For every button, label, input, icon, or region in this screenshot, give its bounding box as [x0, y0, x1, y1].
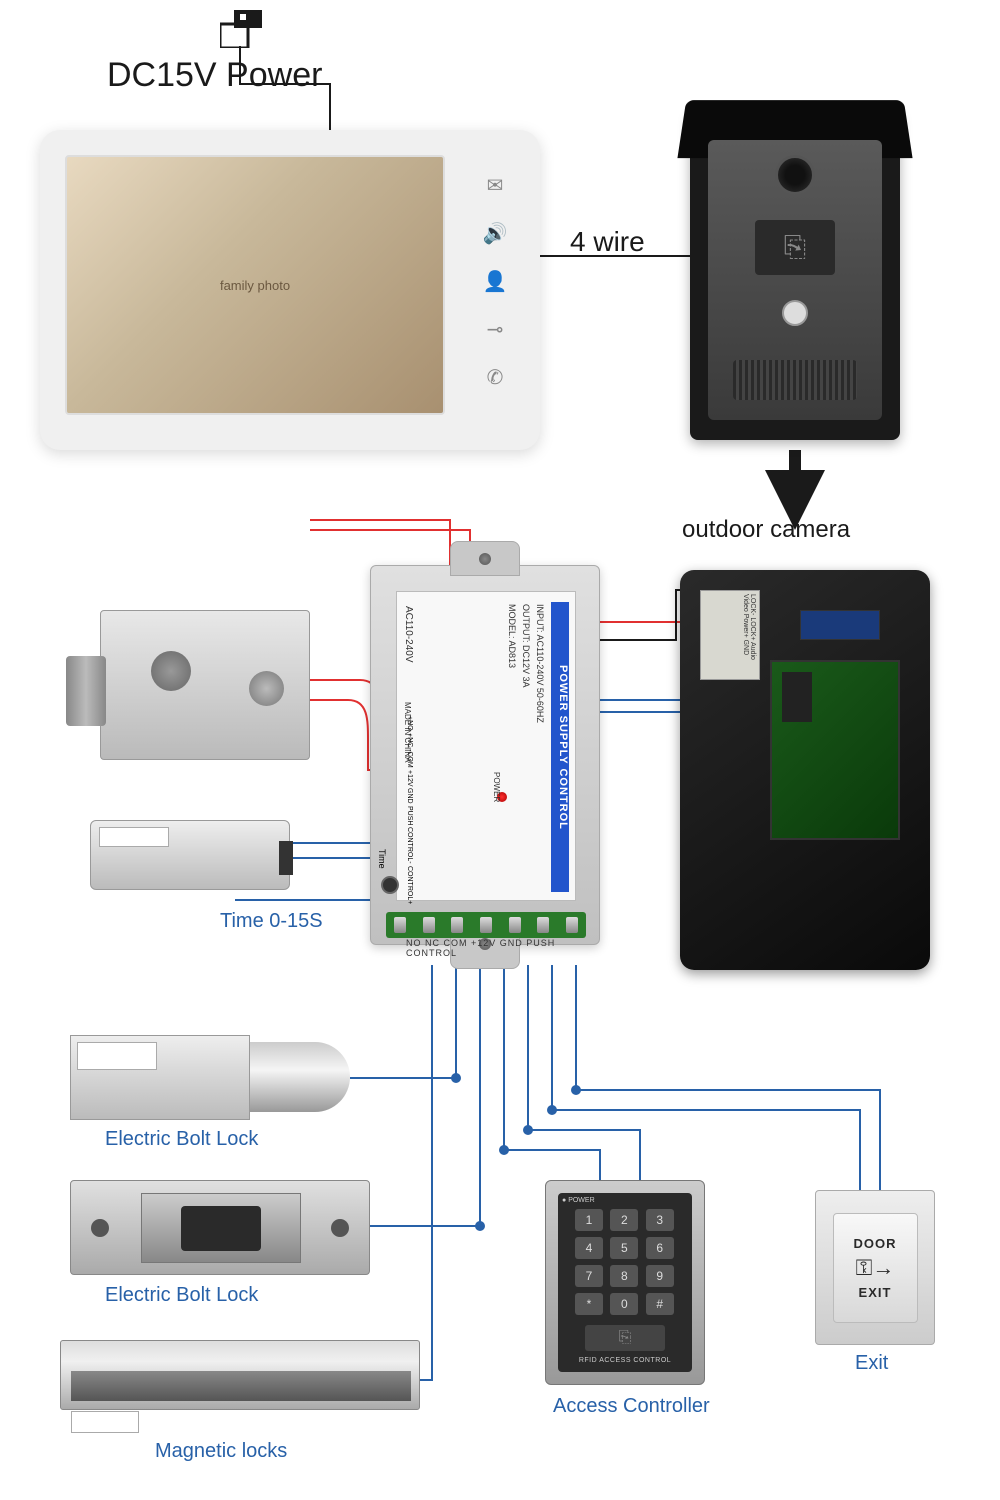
outdoor-camera-back: LOCK- LOCK+ Audio Video Power+ GND: [680, 570, 930, 970]
psu-terminal-labels: NO NC COM +12V GND PUSH CONTROL: [406, 938, 599, 958]
lock-controller-box: [90, 820, 290, 890]
access-label: Access Controller: [553, 1395, 710, 1418]
electric-rim-lock: [100, 610, 310, 760]
keypad-key-0[interactable]: 0: [610, 1293, 638, 1315]
keypad-key-2[interactable]: 2: [610, 1209, 638, 1231]
speaker-grille-icon: [733, 360, 857, 400]
exit-label: Exit: [855, 1352, 888, 1375]
psu-panel: POWER SUPPLY CONTROL INPUT: AC110-240V 5…: [396, 591, 576, 901]
keypad-key-1[interactable]: 1: [575, 1209, 603, 1231]
keypad-key-9[interactable]: 9: [646, 1265, 674, 1287]
phone-icon[interactable]: ✆: [475, 362, 515, 392]
time-label: Time 0-15S: [220, 910, 323, 933]
keypad-key-5[interactable]: 5: [610, 1237, 638, 1259]
keypad-key-3[interactable]: 3: [646, 1209, 674, 1231]
lock-knob-icon: [249, 671, 284, 706]
psu-model-text: MODEL: AD813: [507, 604, 517, 668]
keypad-footer: RFID ACCESS CONTROL: [579, 1357, 671, 1364]
time-dial-label: Time: [377, 849, 387, 869]
psu-side-text: AC110-240V: [403, 606, 414, 663]
lock-barrel: [66, 656, 106, 726]
speaker-icon[interactable]: 🔊: [475, 218, 515, 248]
time-dial[interactable]: [381, 876, 399, 894]
keypad-key-6[interactable]: 6: [646, 1237, 674, 1259]
camera-lens-icon: [775, 155, 815, 195]
psu-terminal-block[interactable]: [386, 912, 586, 938]
mount-hole-icon: [91, 1219, 109, 1237]
outdoor-camera-front: ⎘: [690, 110, 900, 440]
keypad-key-8[interactable]: 8: [610, 1265, 638, 1287]
access-controller-keypad: ● POWER 123 456 789 * 0 # ⎘ RFID ACCESS CONTR…: [545, 1180, 705, 1385]
power-adapter-icon: [220, 10, 262, 48]
keypad-key-#[interactable]: #: [646, 1293, 674, 1315]
key-icon: ⚿→: [856, 1255, 895, 1281]
keypad-key-7[interactable]: 7: [575, 1265, 603, 1287]
bolt-cylinder: [250, 1042, 350, 1112]
camera-face: ⎘: [708, 140, 882, 420]
camera-pin-label: LOCK- LOCK+ Audio Video Power+ GND: [700, 590, 760, 680]
call-button[interactable]: [782, 300, 808, 326]
keypad-grid: 123 456 789 * 0 #: [575, 1209, 675, 1315]
mount-hole-icon: [331, 1219, 349, 1237]
monitor-screen: family photo: [65, 155, 445, 415]
psu-input-text: INPUT: AC110-240V 50-60HZ: [535, 604, 545, 723]
unlock-icon[interactable]: ⊸: [475, 314, 515, 344]
camera-dip-switch[interactable]: [800, 610, 880, 640]
electric-strike-lock: [70, 1180, 370, 1275]
keypad-power-led: ● POWER: [562, 1197, 595, 1204]
mail-icon[interactable]: ✉: [475, 170, 515, 200]
keypad-key-4[interactable]: 4: [575, 1237, 603, 1259]
serial-label: [99, 827, 169, 847]
power-led-label: POWER: [492, 772, 501, 802]
psu-mount-tab: [450, 541, 520, 576]
camera-pcb: [770, 660, 900, 840]
exit-button[interactable]: DOOR ⚿→ EXIT: [833, 1213, 918, 1323]
exit-top-text: DOOR: [854, 1236, 897, 1251]
product-tag: [77, 1042, 157, 1070]
magnetic-lock: [60, 1340, 420, 1410]
keypad-key-*[interactable]: *: [575, 1293, 603, 1315]
power-label: DC15V Power: [107, 56, 322, 95]
psu-output-text: OUTPUT: DC12V 3A: [521, 604, 531, 688]
magnet-bar: [71, 1371, 411, 1401]
psu-title: POWER SUPPLY CONTROL: [551, 602, 569, 892]
exit-bottom-text: EXIT: [859, 1285, 892, 1300]
lock-cylinder-icon: [151, 651, 191, 691]
psu-vertical-terminal-labels: +NO+NC-COM+12VGNDPUSHCONTROL-CONTROL+: [406, 716, 413, 904]
indoor-monitor: family photo ✉ 🔊 👤 ⊸ ✆: [40, 130, 540, 450]
rfid-card-icon[interactable]: ⎘: [755, 220, 835, 275]
user-icon[interactable]: 👤: [475, 266, 515, 296]
rfid-reader-icon[interactable]: ⎘: [585, 1325, 665, 1351]
monitor-button-column: ✉ 🔊 👤 ⊸ ✆: [465, 170, 525, 392]
power-supply-unit: POWER SUPPLY CONTROL INPUT: AC110-240V 5…: [370, 565, 600, 945]
bolt1-label: Electric Bolt Lock: [105, 1128, 258, 1151]
four-wire-label: 4 wire: [570, 226, 645, 258]
strike-slot: [181, 1206, 261, 1251]
connector-icon: [279, 841, 293, 875]
electric-bolt-lock-1: [70, 1035, 350, 1120]
exit-button-panel: DOOR ⚿→ EXIT: [815, 1190, 935, 1345]
mag-label: Magnetic locks: [155, 1440, 287, 1463]
product-tag: [71, 1411, 139, 1433]
bolt2-label: Electric Bolt Lock: [105, 1284, 258, 1307]
outdoor-camera-label: outdoor camera: [682, 516, 850, 544]
